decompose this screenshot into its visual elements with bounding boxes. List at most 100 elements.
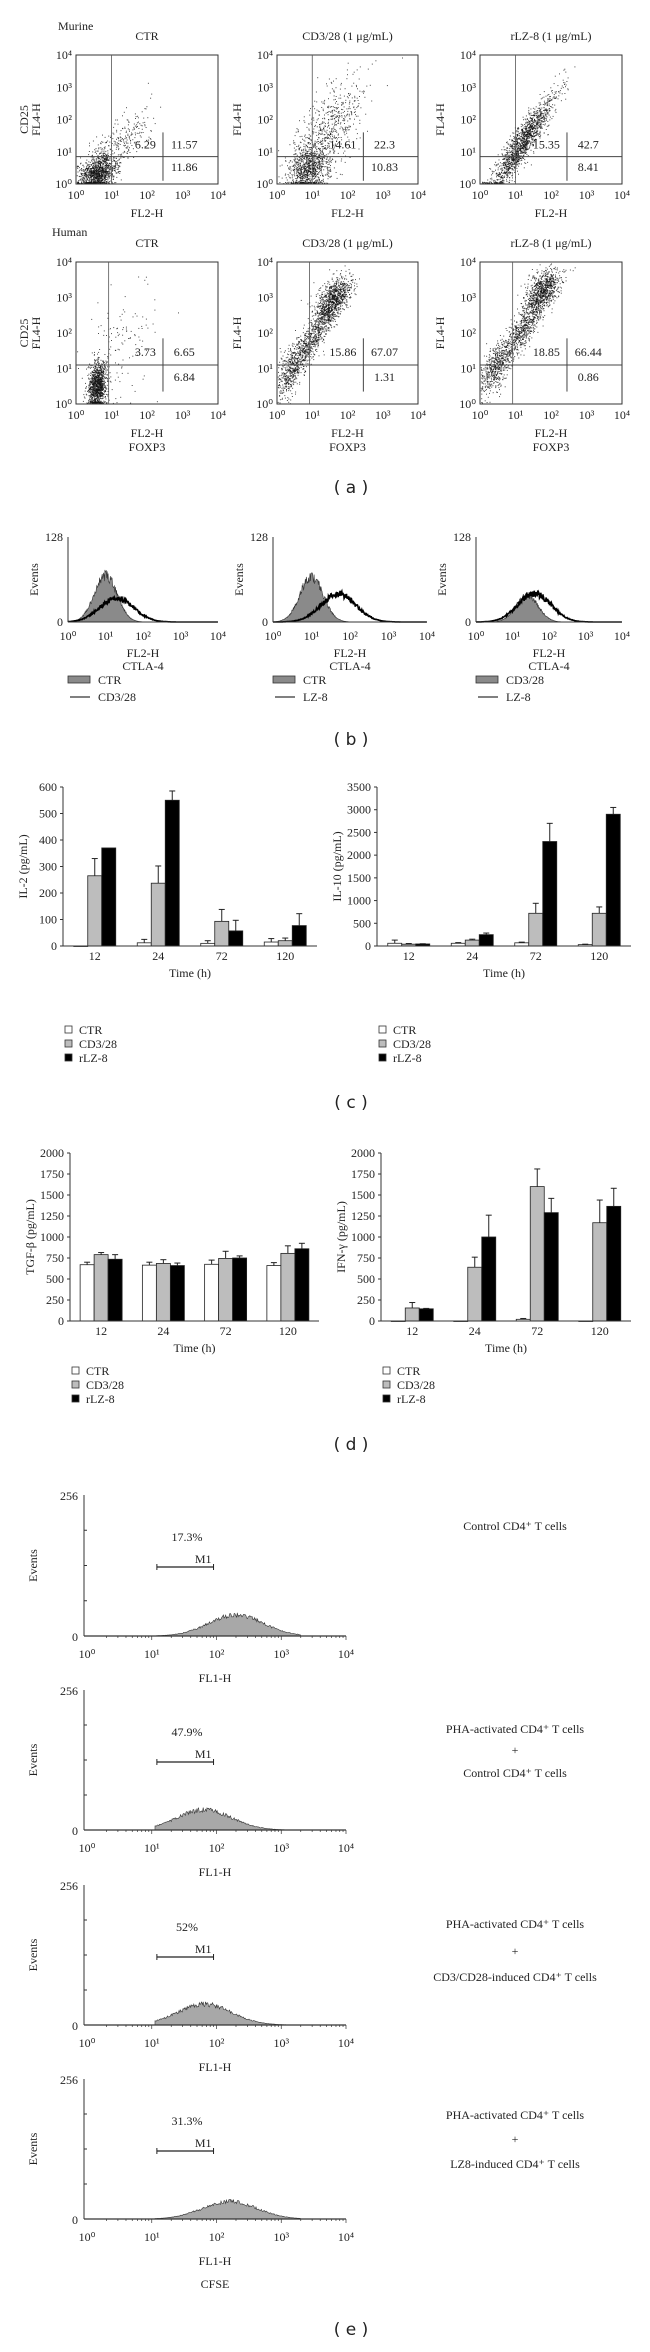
event-dot: [308, 149, 310, 151]
event-dot: [344, 126, 346, 128]
event-dot: [298, 149, 300, 151]
event-dot: [303, 169, 305, 171]
event-dot: [132, 148, 134, 150]
event-dot: [98, 177, 100, 179]
event-dot: [535, 123, 537, 125]
event-dot: [100, 400, 102, 402]
event-dot: [513, 167, 515, 168]
event-dot: [306, 151, 308, 153]
event-dot: [122, 138, 123, 140]
event-dot: [345, 102, 347, 104]
event-dot: [125, 135, 126, 137]
event-dot: [565, 84, 567, 86]
event-dot: [347, 97, 349, 99]
event-dot: [318, 172, 320, 173]
event-dot: [98, 147, 100, 149]
event-dot: [313, 181, 315, 183]
event-dot: [85, 162, 87, 164]
event-dot: [305, 151, 307, 153]
event-dot: [293, 147, 295, 149]
event-dot: [516, 148, 518, 150]
event-dot: [336, 107, 338, 109]
event-dot: [335, 107, 337, 109]
event-dot: [503, 165, 505, 166]
event-dot: [545, 117, 547, 119]
event-dot: [533, 128, 535, 130]
event-dot: [97, 178, 99, 180]
event-dot: [340, 137, 342, 138]
event-dot: [287, 182, 289, 184]
event-dot: [93, 167, 95, 168]
event-dot: [308, 129, 310, 131]
event-dot: [317, 157, 319, 158]
event-dot: [314, 174, 316, 175]
event-dot: [496, 173, 498, 175]
panel-label: ( e ): [334, 2320, 369, 2340]
event-dot: [509, 163, 511, 165]
event-dot: [309, 162, 311, 164]
event-dot: [128, 137, 130, 139]
event-dot: [300, 171, 302, 173]
event-dot: [110, 167, 112, 169]
event-dot: [130, 134, 132, 136]
event-dot: [329, 92, 331, 94]
event-dot: [83, 173, 85, 175]
event-dot: [333, 150, 335, 152]
event-dot: [524, 138, 526, 139]
event-dot: [79, 176, 81, 178]
event-dot: [303, 174, 305, 176]
event-dot: [496, 173, 498, 175]
event-dot: [315, 143, 316, 145]
event-dot: [86, 170, 88, 172]
event-dot: [98, 173, 100, 175]
event-dot: [99, 182, 101, 183]
event-dot: [112, 158, 114, 160]
event-dot: [87, 181, 89, 183]
event-dot: [96, 165, 98, 167]
event-dot: [506, 142, 507, 144]
event-dot: [319, 179, 320, 180]
event-dot: [306, 145, 307, 146]
event-dot: [106, 172, 108, 174]
event-dot: [328, 145, 330, 147]
event-dot: [524, 127, 526, 129]
event-dot: [110, 166, 111, 168]
event-dot: [90, 182, 92, 184]
event-dot: [314, 168, 316, 170]
event-dot: [309, 168, 311, 170]
event-dot: [499, 178, 501, 180]
event-dot: [130, 142, 132, 144]
event-dot: [367, 68, 369, 70]
event-dot: [518, 146, 520, 148]
event-dot: [113, 140, 115, 142]
event-dot: [526, 153, 528, 155]
event-dot: [344, 150, 346, 152]
event-dot: [345, 128, 346, 130]
event-dot: [113, 157, 115, 159]
event-dot: [560, 87, 562, 89]
event-dot: [91, 378, 93, 380]
event-dot: [87, 178, 89, 180]
event-dot: [102, 375, 104, 377]
event-dot: [96, 150, 98, 152]
event-dot: [338, 112, 340, 114]
event-dot: [101, 176, 103, 178]
event-dot: [516, 145, 518, 147]
event-dot: [353, 100, 355, 102]
event-dot: [97, 163, 99, 165]
event-dot: [359, 137, 361, 139]
event-dot: [88, 180, 90, 181]
event-dot: [517, 151, 519, 153]
event-dot: [327, 111, 329, 113]
event-dot: [103, 171, 105, 173]
event-dot: [559, 92, 561, 94]
event-dot: [522, 157, 524, 159]
event-dot: [100, 181, 102, 183]
event-dot: [326, 112, 328, 113]
event-dot: [547, 94, 549, 96]
event-dot: [329, 156, 331, 158]
event-dot: [104, 393, 106, 395]
event-dot: [119, 140, 121, 141]
event-dot: [92, 163, 94, 165]
event-dot: [330, 165, 331, 166]
